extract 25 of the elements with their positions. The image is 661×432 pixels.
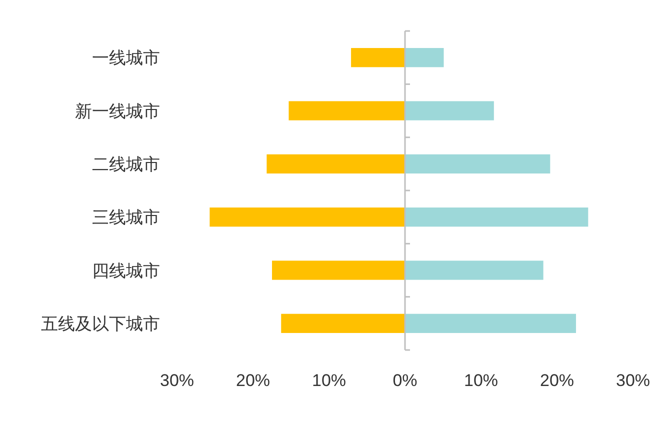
bar [266, 154, 405, 174]
bar [405, 48, 444, 68]
x-tick-label: 10% [312, 371, 346, 390]
bar [405, 154, 550, 174]
x-tick-label: 0% [392, 371, 418, 390]
bar [281, 314, 405, 333]
bar [405, 314, 576, 333]
bar [272, 260, 405, 280]
y-tick-label: 新一线城市 [75, 102, 160, 121]
bar [351, 48, 405, 68]
bar [288, 101, 405, 120]
bar [405, 101, 494, 120]
y-tick-label: 四线城市 [92, 261, 160, 280]
bar [210, 208, 405, 227]
x-tick-label: 30% [160, 371, 194, 390]
y-tick-label: 五线及以下城市 [41, 314, 160, 334]
x-tick-label: 20% [540, 371, 574, 390]
x-tick-label: 10% [464, 371, 498, 390]
bar [405, 260, 544, 280]
x-tick-label: 30% [616, 371, 650, 390]
y-tick-label: 三线城市 [92, 208, 160, 228]
y-tick-label: 二线城市 [92, 154, 160, 174]
x-tick-label: 20% [236, 371, 270, 390]
y-tick-label: 一线城市 [92, 48, 160, 68]
bar [405, 208, 588, 227]
